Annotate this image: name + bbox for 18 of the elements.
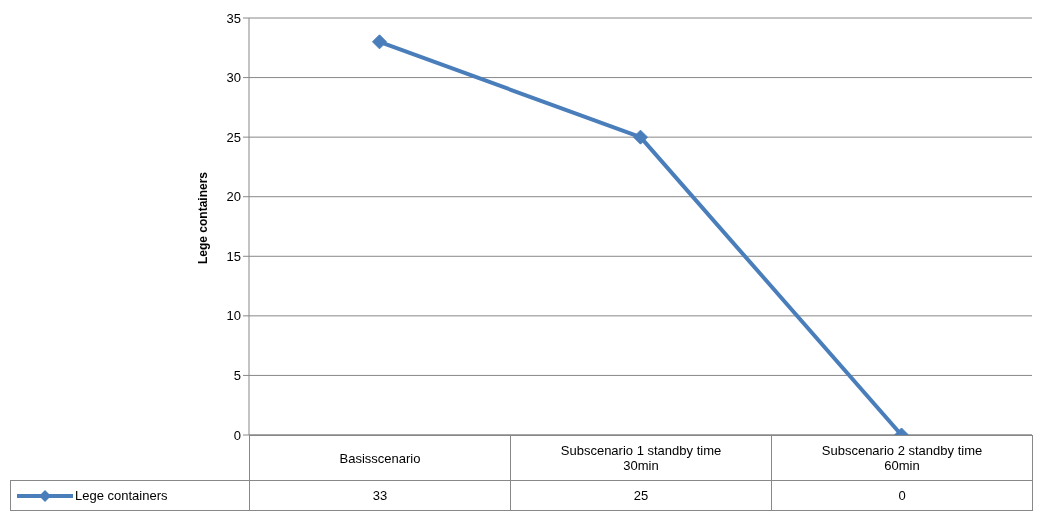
data-label: 25 [510, 480, 772, 511]
point [372, 34, 387, 50]
y-tick-label: 10 [226, 308, 241, 324]
legend-label: Lege containers [75, 488, 168, 503]
y-tick-label: 5 [233, 368, 241, 384]
point [633, 129, 648, 145]
data-label: 33 [249, 480, 511, 511]
x-tick-label: Subscenario 1 standby time 30min [510, 435, 772, 481]
y-tick-label: 0 [233, 427, 241, 443]
y-tick-label: 30 [226, 70, 241, 86]
y-tick-label: 35 [226, 10, 241, 26]
x-tick-label: Basisscenario [249, 435, 511, 481]
y-tick-label: 15 [226, 248, 241, 264]
y-tick-label: 25 [226, 129, 241, 145]
data-label: 0 [771, 480, 1033, 511]
y-axis-title: Lege containers [196, 171, 210, 265]
x-tick-label: Subscenario 2 standby time 60min [771, 435, 1033, 481]
y-tick-label: 20 [226, 189, 241, 205]
